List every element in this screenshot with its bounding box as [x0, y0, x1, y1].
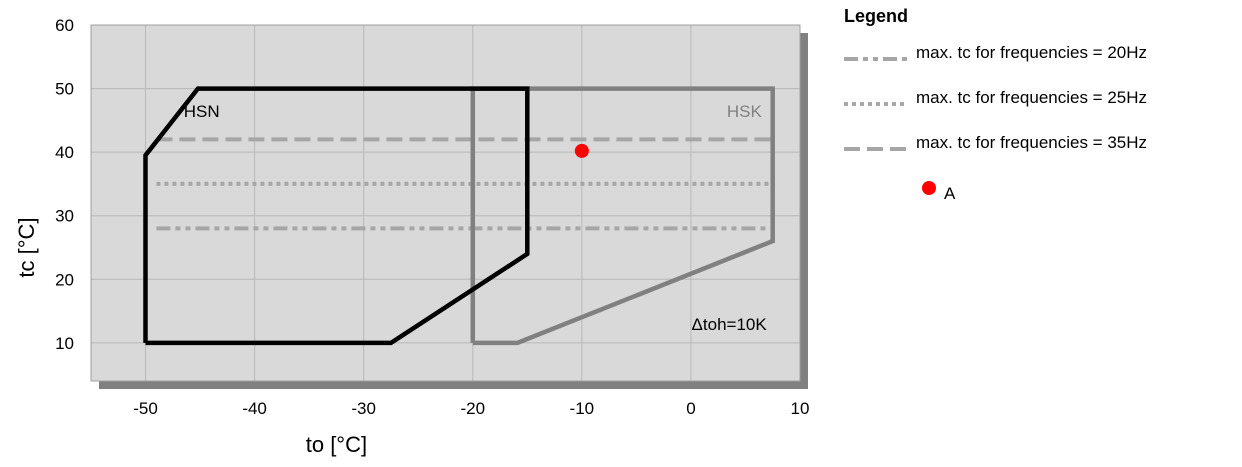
- x-tick-label: -50: [133, 399, 158, 418]
- legend-label-3: max. tc for frequencies = 35Hz: [916, 133, 1147, 152]
- legend-label-2: max. tc for frequencies = 25Hz: [916, 88, 1147, 107]
- legend-label-1: max. tc for frequencies = 20Hz: [916, 43, 1147, 62]
- x-axis-label: to [°C]: [306, 432, 367, 457]
- plot-background: [91, 25, 800, 381]
- region-outline-hsk: [470, 86, 775, 346]
- x-tick-label: -20: [460, 399, 485, 418]
- y-tick-label: 60: [55, 16, 74, 35]
- legend-title: Legend: [844, 6, 908, 26]
- x-tick-label: -10: [570, 399, 595, 418]
- region-label-hsk: HSK: [727, 102, 763, 121]
- y-tick-label: 20: [55, 270, 74, 289]
- y-tick-label: 50: [55, 80, 74, 99]
- region-outline-hsn: [143, 86, 530, 346]
- x-tick-label: -40: [242, 399, 267, 418]
- legend: Legend max. tc for frequencies = 20Hz max.…: [844, 6, 1147, 203]
- y-tick-label: 40: [55, 143, 74, 162]
- y-tick-label: 30: [55, 207, 74, 226]
- legend-marker-a: [922, 181, 936, 195]
- region-label-hsn: HSN: [184, 102, 220, 121]
- y-axis-label: tc [°C]: [14, 217, 39, 277]
- x-tick-label: 10: [791, 399, 810, 418]
- annotation-label: Δtoh=10K: [692, 315, 768, 334]
- y-tick-label: 10: [55, 334, 74, 353]
- data-point-a: [574, 143, 589, 158]
- plot-border: [90, 24, 801, 382]
- legend-label-a: A: [944, 184, 956, 203]
- x-tick-label: 0: [686, 399, 695, 418]
- plot-area: HSN HSK Δtoh=10K -50 -40 -30 -20 -10 0 10 10 20 30 40…: [14, 16, 809, 457]
- x-tick-label: -30: [351, 399, 376, 418]
